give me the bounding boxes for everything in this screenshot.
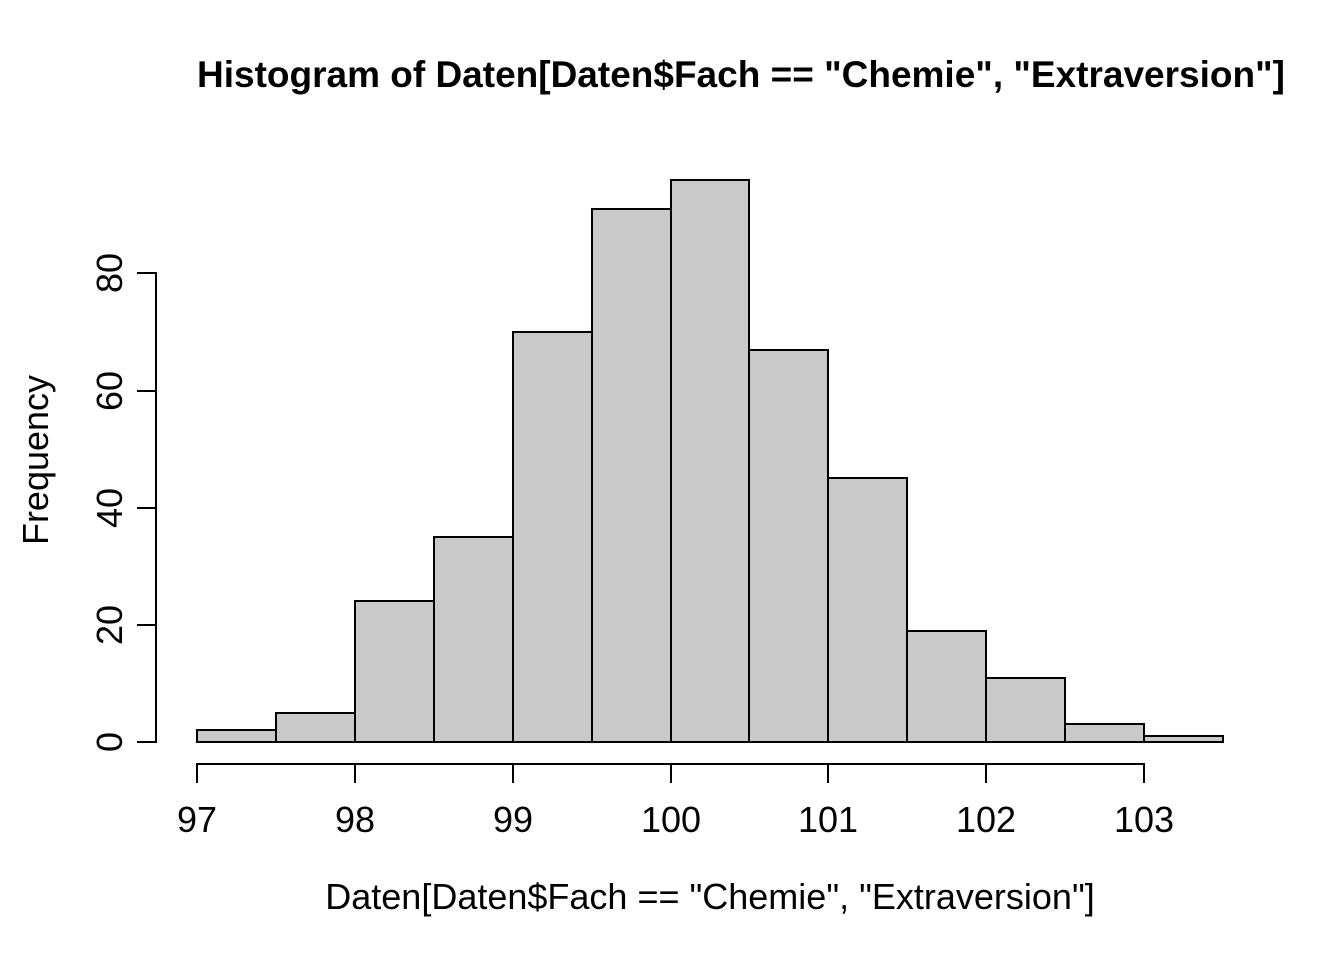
histogram-bar <box>670 179 750 743</box>
y-tick <box>137 624 157 626</box>
x-tick <box>985 763 987 783</box>
x-tick-label: 101 <box>797 799 859 840</box>
histogram-bar <box>512 331 593 743</box>
y-tick-label: 0 <box>89 731 130 753</box>
x-axis-label: Daten[Daten$Fach == "Chemie", "Extravers… <box>325 876 1095 917</box>
plot-title: Histogram of Daten[Daten$Fach == "Chemie… <box>197 54 1285 95</box>
x-tick <box>1143 763 1145 783</box>
x-tick <box>512 763 514 783</box>
y-tick-label: 80 <box>89 252 130 294</box>
histogram-bar <box>827 477 908 743</box>
y-tick-label: 60 <box>89 370 130 412</box>
histogram-bar <box>433 536 514 743</box>
x-tick <box>670 763 672 783</box>
histogram-bar <box>906 630 987 743</box>
histogram-bar <box>354 600 435 743</box>
x-tick-label: 98 <box>334 799 376 840</box>
y-axis-label: Frequency <box>15 374 56 546</box>
histogram-bar <box>1143 735 1224 743</box>
x-tick-label: 100 <box>640 799 702 840</box>
histogram-bar <box>275 712 356 743</box>
histogram-bar <box>196 729 277 743</box>
y-tick <box>137 741 157 743</box>
y-tick <box>137 390 157 392</box>
y-tick <box>137 507 157 509</box>
histogram-bar <box>1064 723 1145 743</box>
histogram-bar <box>985 677 1066 743</box>
x-tick-label: 99 <box>492 799 534 840</box>
x-tick <box>827 763 829 783</box>
y-tick <box>137 272 157 274</box>
x-tick-label: 103 <box>1113 799 1175 840</box>
x-tick-label: 102 <box>955 799 1017 840</box>
x-tick-label: 97 <box>176 799 218 840</box>
y-tick-label: 20 <box>89 604 130 646</box>
x-tick <box>196 763 198 783</box>
histogram-bar <box>748 349 829 743</box>
x-tick <box>354 763 356 783</box>
histogram-bar <box>591 208 672 743</box>
y-tick-label: 40 <box>89 487 130 529</box>
